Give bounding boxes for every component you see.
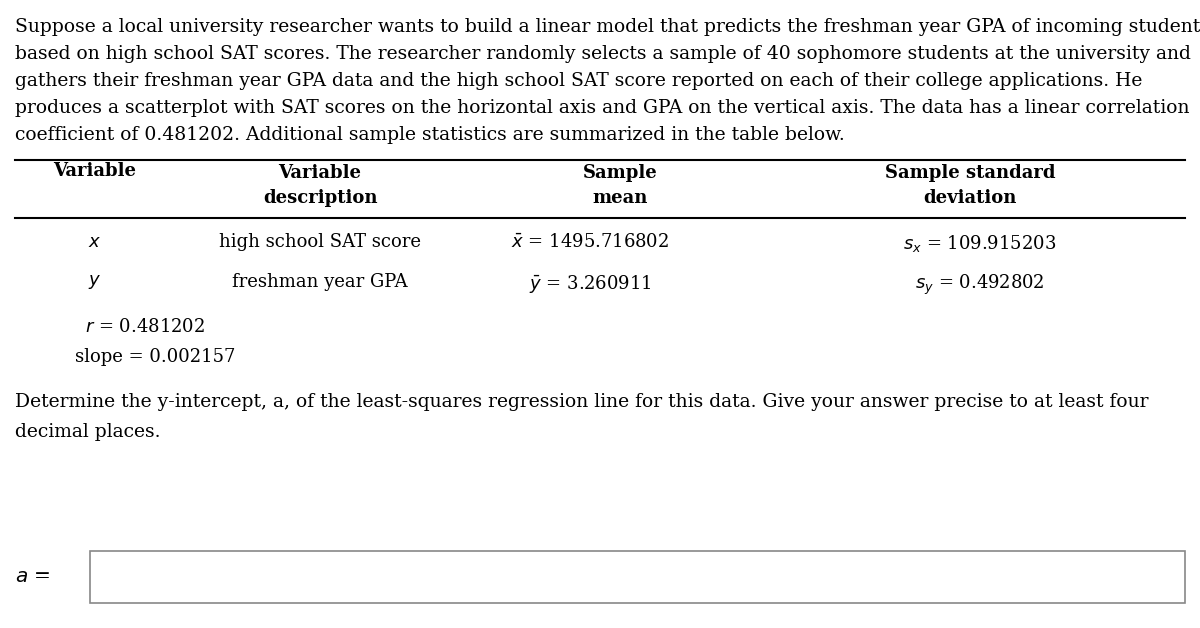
Text: Suppose a local university researcher wants to build a linear model that predict: Suppose a local university researcher wa… bbox=[14, 18, 1200, 36]
Text: gathers their freshman year GPA data and the high school SAT score reported on e: gathers their freshman year GPA data and… bbox=[14, 72, 1142, 90]
Text: deviation: deviation bbox=[923, 189, 1016, 207]
Text: decimal places.: decimal places. bbox=[14, 423, 161, 441]
Text: $s_x$ = 109.915203: $s_x$ = 109.915203 bbox=[904, 233, 1057, 254]
Text: $y$: $y$ bbox=[89, 273, 102, 291]
Text: based on high school SAT scores. The researcher randomly selects a sample of 40 : based on high school SAT scores. The res… bbox=[14, 45, 1190, 63]
Text: freshman year GPA: freshman year GPA bbox=[232, 273, 408, 291]
Text: $\bar{y}$ = 3.260911: $\bar{y}$ = 3.260911 bbox=[529, 273, 652, 295]
Text: mean: mean bbox=[593, 189, 648, 207]
Text: produces a scatterplot with SAT scores on the horizontal axis and GPA on the ver: produces a scatterplot with SAT scores o… bbox=[14, 99, 1189, 117]
Text: $\bar{x}$ = 1495.716802: $\bar{x}$ = 1495.716802 bbox=[511, 233, 670, 251]
Text: coefficient of 0.481202. Additional sample statistics are summarized in the tabl: coefficient of 0.481202. Additional samp… bbox=[14, 126, 845, 144]
Text: Determine the y-intercept, a, of the least-squares regression line for this data: Determine the y-intercept, a, of the lea… bbox=[14, 393, 1148, 411]
Text: description: description bbox=[263, 189, 377, 207]
Text: high school SAT score: high school SAT score bbox=[220, 233, 421, 251]
Text: $x$: $x$ bbox=[89, 233, 102, 251]
Text: Variable: Variable bbox=[278, 164, 361, 182]
Text: Variable: Variable bbox=[54, 161, 137, 180]
Text: slope = 0.002157: slope = 0.002157 bbox=[74, 348, 235, 366]
Text: Sample: Sample bbox=[583, 164, 658, 182]
FancyBboxPatch shape bbox=[90, 551, 1186, 603]
Text: $a$ =: $a$ = bbox=[14, 568, 50, 587]
Text: $r$ = 0.481202: $r$ = 0.481202 bbox=[85, 318, 205, 336]
Text: $s_y$ = 0.492802: $s_y$ = 0.492802 bbox=[916, 273, 1045, 297]
Text: Sample standard: Sample standard bbox=[884, 164, 1055, 182]
